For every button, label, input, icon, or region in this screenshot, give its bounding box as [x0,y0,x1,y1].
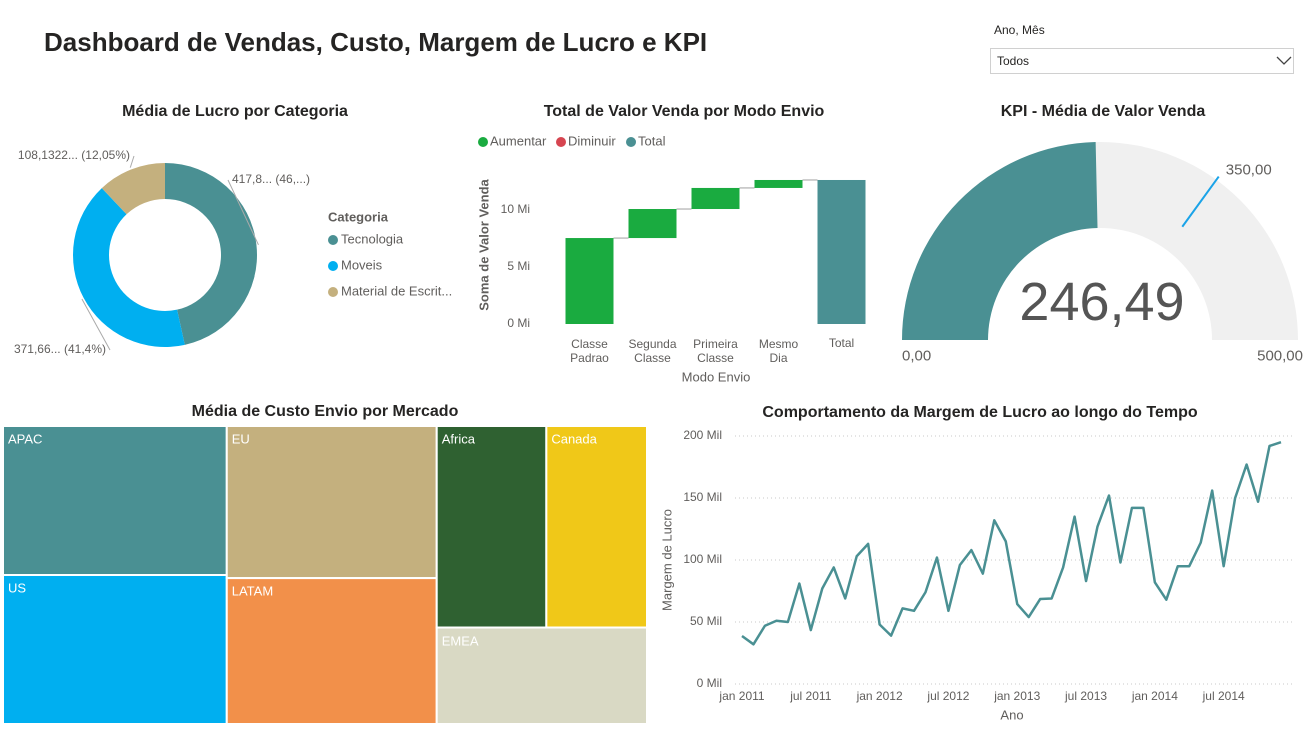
legend-label: Moveis [341,257,383,273]
y-tick-label: 150 Mil [683,490,722,505]
cell-label: APAC [8,431,43,447]
treemap-cell [2,425,228,576]
treemap-cell [225,425,438,580]
max-label: 500,00 [1257,347,1303,365]
gauge-target [1181,175,1220,228]
gauge-value [902,142,1098,340]
legend-label: Tecnologia [341,231,404,247]
legend-label: Aumentar [490,133,547,149]
dashboard-title: Dashboard de Vendas, Custo, Margem de Lu… [44,27,708,58]
slicer-dropdown[interactable] [990,48,1294,74]
cell-label: Canada [551,431,597,447]
x-tick-label: Mesmo Dia [758,337,799,365]
data-label: 371,66... (41,4%) [13,342,106,357]
legend-marker [556,137,566,147]
treemap-cell [435,425,548,629]
bar [628,209,677,239]
y-axis-title: Margem de Lucro [659,509,675,611]
x-tick-label: jul 2013 [1065,689,1108,704]
cell-label: US [8,580,27,596]
treemap-cell [2,574,228,725]
bar [565,238,614,324]
y-tick-label: 50 Mil [689,614,722,629]
x-tick-label: jul 2014 [1202,689,1245,704]
cell-label: Africa [441,431,475,447]
chart-title: Comportamento da Margem de Lucro ao long… [762,403,1198,421]
chart-title: Média de Lucro por Categoria [122,102,348,120]
cell-label: EMEA [441,633,479,649]
x-tick-label: jan 2013 [994,689,1041,704]
leader-line [81,298,111,351]
bar [691,187,740,210]
chart-title: Total de Valor Venda por Modo Envio [543,102,825,120]
y-axis-title: Soma de Valor Venda [476,179,492,311]
dropdown-chevron[interactable] [1276,56,1292,65]
line-series [741,441,1282,646]
cell-label: LATAM [231,583,274,599]
treemap-cell [435,626,649,725]
data-label: 108,1322... (12,05%) [17,148,130,163]
slicer-value[interactable]: Todos [997,54,1030,69]
y-tick-label: 10 Mi [500,202,530,217]
treemap-cell [225,577,438,725]
chart-title: KPI - Média de Valor Venda [1000,102,1206,120]
target-label: 350,00 [1225,161,1272,179]
x-tick-label: Segunda Classe [628,337,677,365]
y-tick-label: 0 Mil [696,676,722,691]
donut-segment [72,188,185,348]
y-tick-label: 200 Mil [683,428,722,443]
kpi-value: 246,49 [1019,271,1185,332]
chart-title: Média de Custo Envio por Mercado [191,402,459,420]
legend-label: Material de Escrit... [341,283,453,299]
legend-marker [478,137,488,147]
y-tick-label: 100 Mil [683,552,722,567]
leader-line [129,155,135,168]
x-axis-title: Ano [1000,707,1024,723]
treemap-cell [545,425,649,629]
slicer-label: Ano, Mês [994,23,1045,38]
donut-segment [165,163,258,345]
donut-segment [101,163,165,215]
legend-marker [328,287,338,297]
x-tick-label: jan 2014 [1131,689,1178,704]
y-tick-label: 0 Mi [507,316,530,331]
x-tick-label: jul 2012 [927,689,970,704]
min-label: 0,00 [902,347,932,365]
x-tick-label: jul 2011 [790,689,832,704]
legend-label: Diminuir [568,133,616,149]
y-tick-label: 5 Mi [507,259,530,274]
x-tick-label: Classe Padrao [570,337,609,365]
x-tick-label: Total [828,336,855,351]
legend-label: Total [638,133,666,149]
total-bar [817,179,866,324]
x-tick-label: jan 2011 [719,689,765,704]
leader-line [227,179,259,246]
x-axis-title: Modo Envio [681,369,751,385]
x-tick-label: jan 2012 [856,689,903,704]
legend-title: Categoria [328,209,388,225]
cell-label: EU [231,431,250,447]
legend-marker [328,261,338,271]
legend-marker [328,235,338,245]
legend-marker [626,137,636,147]
data-label: 417,8... (46,...) [232,172,311,187]
bar [754,179,803,188]
x-tick-label: Primeira Classe [693,337,738,365]
